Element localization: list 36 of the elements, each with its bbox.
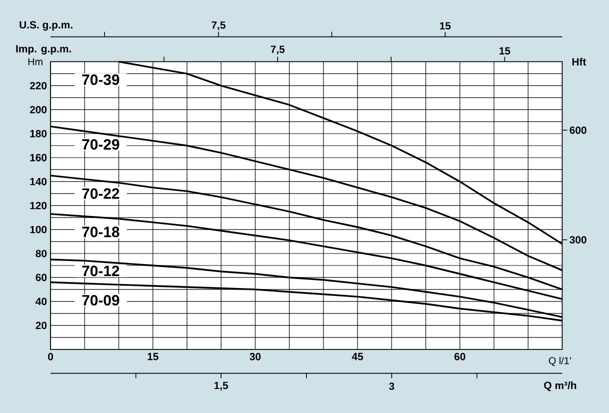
text: U.S. g.p.m. <box>20 21 72 31</box>
y-tick-label: 80 <box>36 250 47 258</box>
series-label: 70-29 <box>82 139 120 150</box>
y2-tick-label: 300 <box>570 236 586 244</box>
text: 7,5 <box>212 21 226 30</box>
x2-tick-label: 15 <box>500 47 510 55</box>
y-tick-label: 140 <box>30 178 47 186</box>
series-label: 70-09 <box>82 294 120 306</box>
series-label: 70-12 <box>82 266 120 276</box>
series-label: 70-39 <box>82 74 120 85</box>
y-tick-label: 60 <box>36 274 47 282</box>
y-tick-label: 120 <box>30 202 47 210</box>
x-tick-label: 45 <box>352 352 364 360</box>
y2-tick-label: 600 <box>570 126 586 134</box>
y-tick-label: 220 <box>30 82 47 90</box>
x2-axis-title: Imp. g.p.m. <box>16 45 71 55</box>
series-label: 70-18 <box>82 226 120 238</box>
text: 1,5 <box>214 382 228 391</box>
x-tick-label: 30 <box>250 352 261 360</box>
y-tick-label: 100 <box>30 226 47 234</box>
y-tick-label: 200 <box>30 106 47 114</box>
text: Q m³/h <box>544 381 576 392</box>
y-tick-label: 20 <box>36 322 47 330</box>
text: 15 <box>440 22 451 30</box>
x-tick-label: 15 <box>148 352 158 360</box>
text: 3 <box>389 382 394 390</box>
x2-tick-label: 7,5 <box>270 46 285 55</box>
y-tick-label: 40 <box>36 298 47 306</box>
series-label: 70-22 <box>82 188 120 199</box>
x-axis-title: Q l/1’ <box>548 356 572 366</box>
y-tick-label: 160 <box>30 154 47 162</box>
y-tick-label: 180 <box>30 130 47 138</box>
x-tick-label: 0 <box>48 352 54 360</box>
y2-axis-title: Hft <box>572 58 586 66</box>
x-tick-label: 60 <box>454 352 466 360</box>
y-axis-title: Hm <box>28 58 42 66</box>
